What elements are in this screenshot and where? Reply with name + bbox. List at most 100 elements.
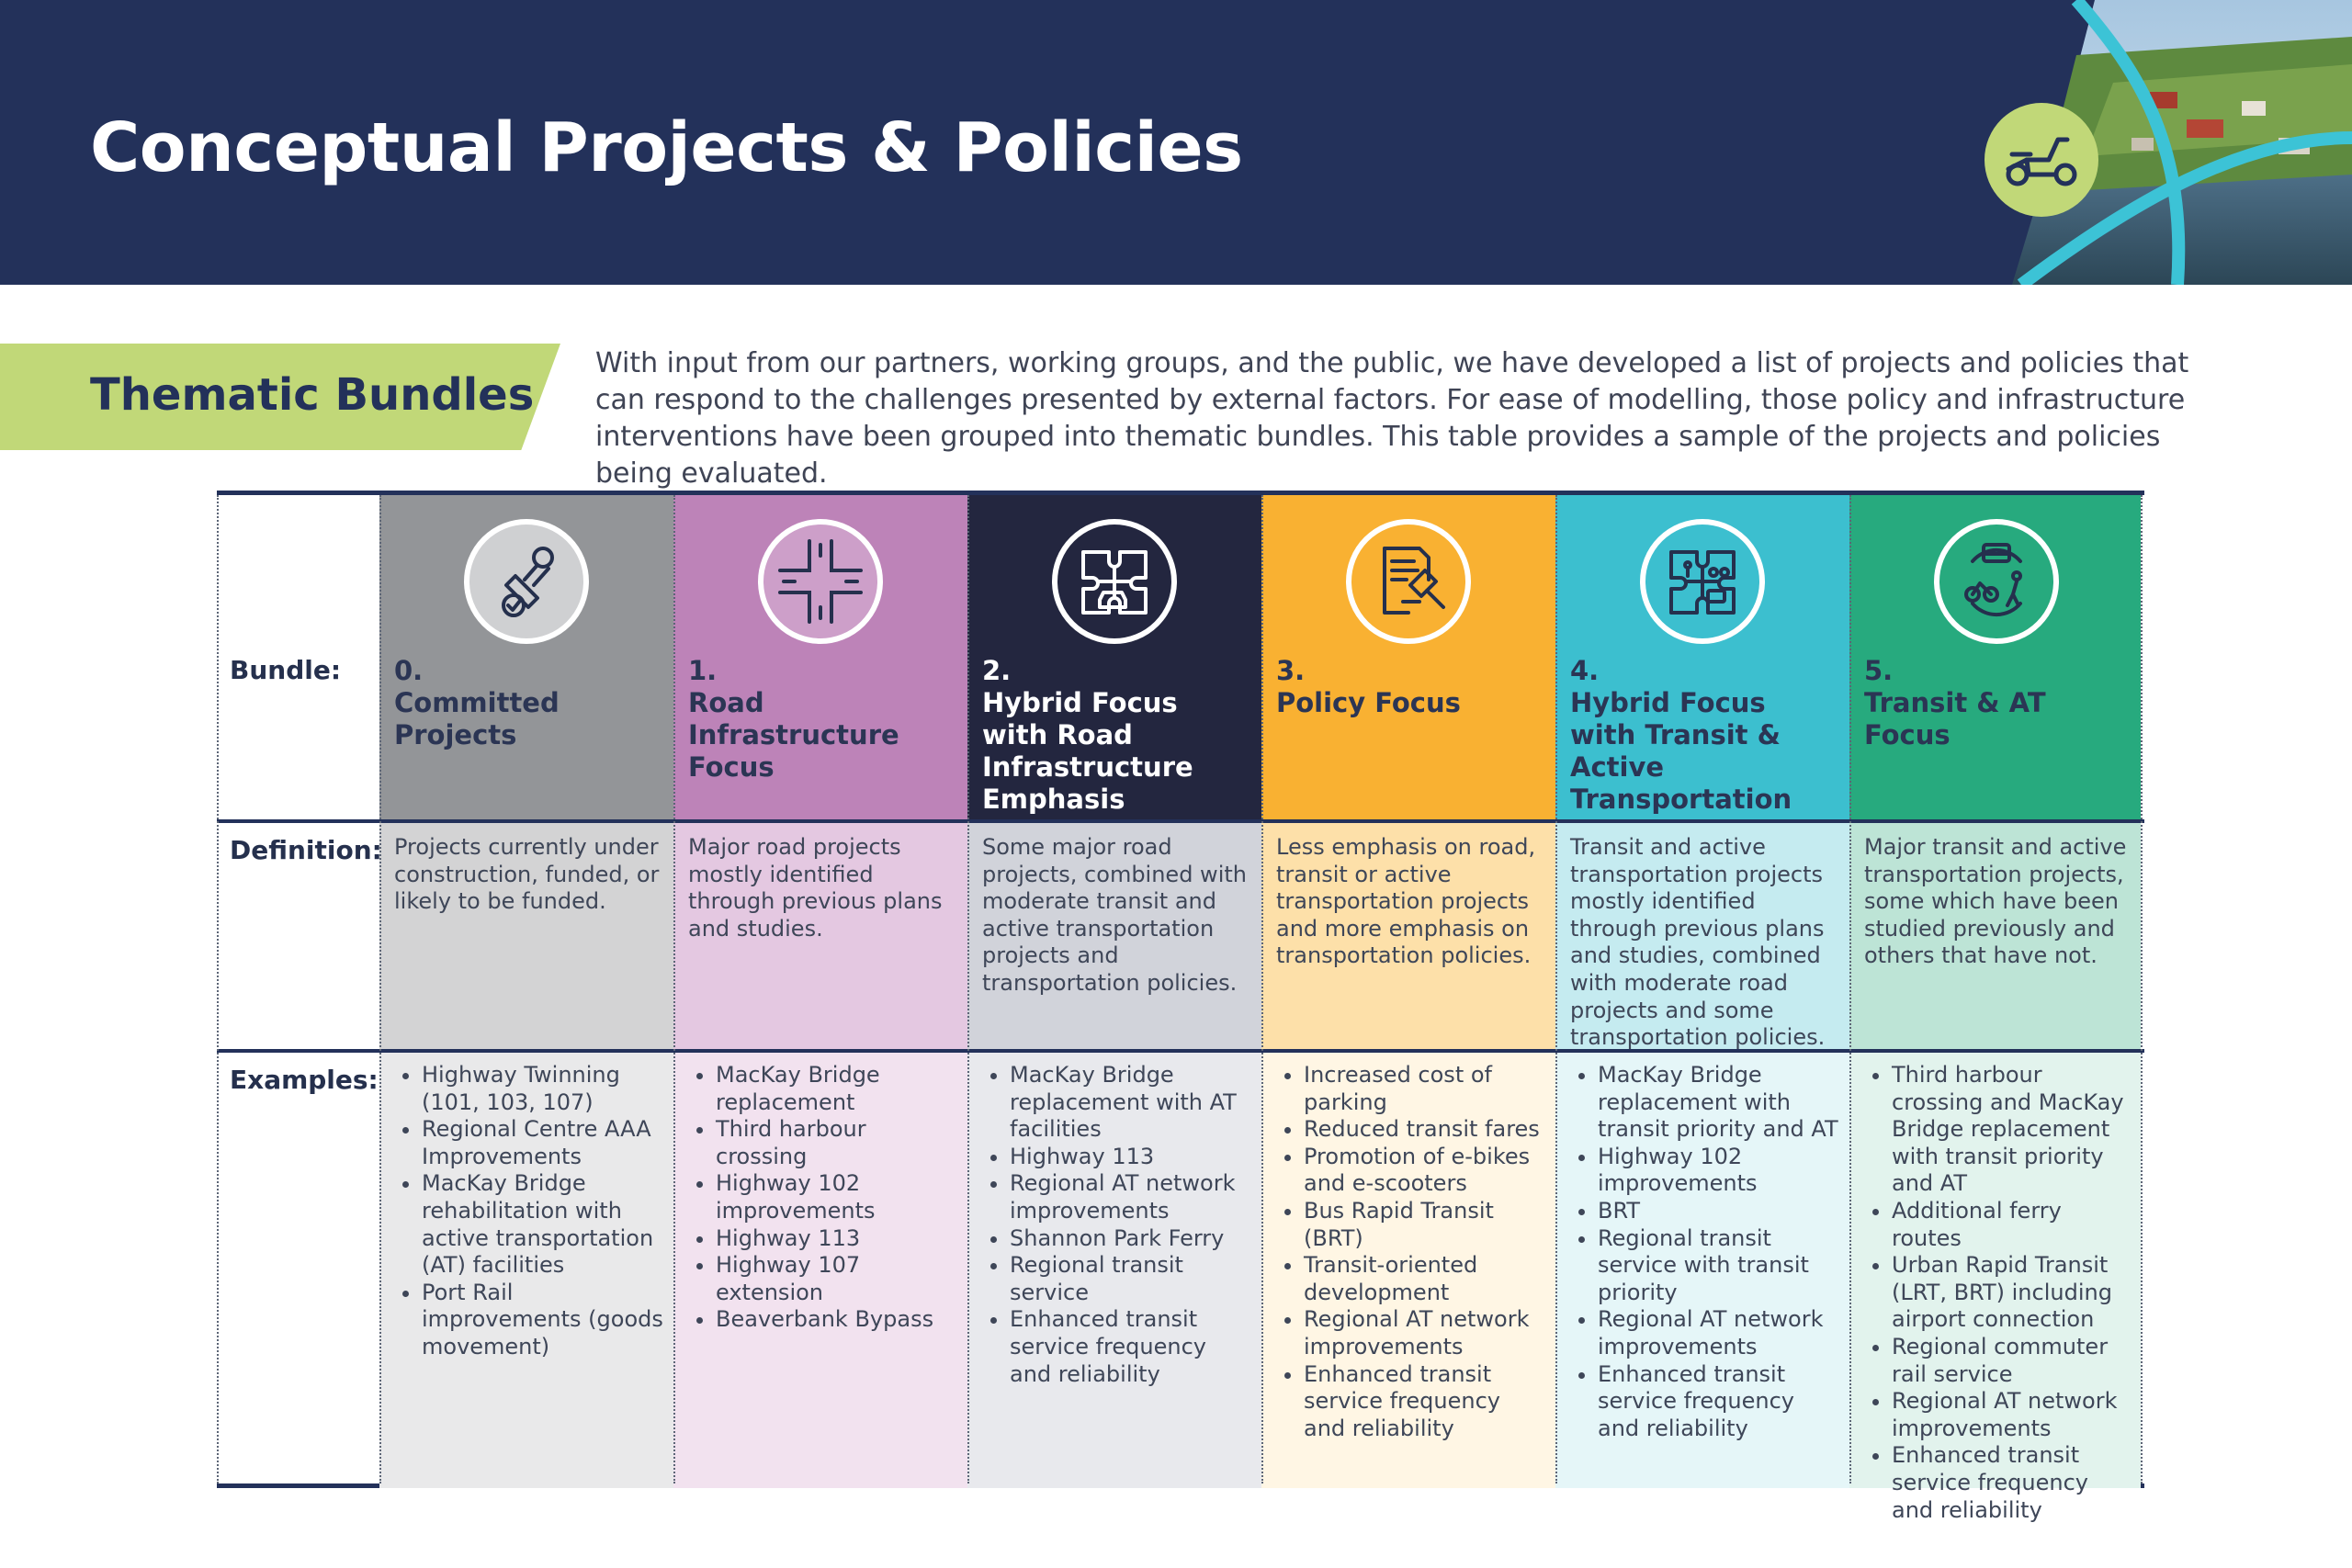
list-item: Highway 102 improvements [716, 1170, 960, 1224]
scooter-badge [1984, 103, 2098, 217]
row-label-examples: Examples: [230, 1065, 379, 1095]
list-item: Additional ferry routes [1892, 1198, 2133, 1252]
bundle-number: 0. [394, 655, 424, 686]
list-item: MacKay Bridge replacement [716, 1062, 960, 1116]
list-item: Increased cost of parking [1304, 1062, 1548, 1116]
column-divider [1261, 495, 1263, 1483]
intro-paragraph: With input from our partners, working gr… [595, 347, 2189, 490]
page-title: Conceptual Projects & Policies [90, 108, 1243, 187]
aerial-photo [2012, 0, 2352, 285]
bundle-header-2: 2. Hybrid Focus with Road Infrastructure… [967, 495, 1261, 821]
list-item: Transit-oriented development [1304, 1252, 1548, 1306]
puzzle-car-icon [1052, 519, 1177, 644]
list-item: Port Rail improvements (goods movement) [422, 1280, 666, 1361]
definition-cell-3: Less emphasis on road, transit or active… [1261, 821, 1555, 1051]
list-item: Third harbour crossing and MacKay Bridge… [1892, 1062, 2133, 1198]
column-divider [1849, 495, 1851, 1483]
bundle-title-2: 2. Hybrid Focus with Road Infrastructure… [982, 655, 1249, 816]
list-item: Enhanced transit service frequency and r… [1304, 1361, 1548, 1443]
bundle-number: 2. [982, 655, 1012, 686]
bundle-number: 5. [1864, 655, 1894, 686]
row-label-bundle: Bundle: [230, 655, 342, 685]
column-divider [967, 495, 969, 1483]
bundle-number: 3. [1276, 655, 1306, 686]
definition-cell-4: Transit and active transportation projec… [1555, 821, 1849, 1051]
bundle-title-3: 3. Policy Focus [1276, 655, 1543, 719]
row-divider [217, 1049, 2144, 1053]
list-item: MacKay Bridge replacement with AT facili… [1010, 1062, 1254, 1144]
bundle-number: 4. [1570, 655, 1600, 686]
definition-cell-2: Some major road projects, combined with … [967, 821, 1261, 1051]
bundle-title-5: 5. Transit & AT Focus [1864, 655, 2128, 751]
examples-list: Increased cost of parking Reduced transi… [1276, 1062, 1548, 1442]
definition-text: Transit and active transportation projec… [1570, 834, 1826, 1051]
bundle-name: Transit & AT Focus [1864, 687, 2046, 750]
definition-text: Projects currently under construction, f… [394, 834, 660, 915]
section-tag-background [0, 344, 560, 450]
page-header: Conceptual Projects & Policies [0, 0, 2352, 285]
list-item: BRT [1598, 1198, 1842, 1225]
bundle-header-3: 3. Policy Focus [1261, 495, 1555, 821]
examples-list: Highway Twinning (101, 103, 107) Regiona… [394, 1062, 666, 1361]
list-item: Reduced transit fares [1304, 1116, 1548, 1144]
list-item: Regional AT network improvements [1304, 1306, 1548, 1360]
definition-text: Major transit and active transportation … [1864, 834, 2127, 969]
bundle-number: 1. [688, 655, 718, 686]
list-item: Urban Rapid Transit (LRT, BRT) including… [1892, 1252, 2133, 1334]
row-label-definition: Definition: [230, 835, 382, 865]
examples-list: Third harbour crossing and MacKay Bridge… [1864, 1062, 2133, 1524]
bundle-title-0: 0. Committed Projects [394, 655, 661, 751]
list-item: Regional AT network improvements [1598, 1306, 1842, 1360]
bundle-name: Committed Projects [394, 687, 560, 750]
definition-text: Some major road projects, combined with … [982, 834, 1247, 996]
list-item: Regional AT network improvements [1010, 1170, 1254, 1224]
list-item: Highway 102 improvements [1598, 1144, 1842, 1198]
list-item: Regional AT network improvements [1892, 1388, 2133, 1442]
examples-cell-2: MacKay Bridge replacement with AT facili… [967, 1051, 1261, 1488]
examples-cell-3: Increased cost of parking Reduced transi… [1261, 1051, 1555, 1488]
list-item: Highway 107 extension [716, 1252, 960, 1306]
road-intersection-icon [758, 519, 883, 644]
column-divider [217, 495, 219, 1483]
column-divider [1555, 495, 1557, 1483]
policy-document-icon [1346, 519, 1471, 644]
bundle-title-1: 1. Road Infrastructure Focus [688, 655, 955, 784]
definition-cell-5: Major transit and active transportation … [1849, 821, 2141, 1051]
scooter-icon [2006, 137, 2077, 186]
bundles-table: Bundle: Definition: Examples: 0. Committ… [217, 491, 2144, 1523]
bus-bike-walk-icon [1934, 519, 2059, 644]
examples-cell-5: Third harbour crossing and MacKay Bridge… [1849, 1051, 2141, 1523]
list-item: MacKay Bridge replacement with transit p… [1598, 1062, 1842, 1144]
column-divider [379, 495, 381, 1483]
row-divider [217, 819, 2144, 823]
list-item: Regional transit service with transit pr… [1598, 1225, 1842, 1307]
list-item: Beaverbank Bypass [716, 1306, 960, 1334]
examples-list: MacKay Bridge replacement with AT facili… [982, 1062, 1254, 1388]
list-item: Highway 113 [1010, 1144, 1254, 1171]
list-item: Highway 113 [716, 1225, 960, 1253]
list-item: Bus Rapid Transit (BRT) [1304, 1198, 1548, 1252]
column-divider [673, 495, 675, 1483]
examples-list: MacKay Bridge replacement with transit p… [1570, 1062, 1842, 1442]
list-item: Regional Centre AAA Improvements [422, 1116, 666, 1170]
examples-cell-4: MacKay Bridge replacement with transit p… [1555, 1051, 1849, 1488]
puzzle-transit-icon [1640, 519, 1765, 644]
list-item: Third harbour crossing [716, 1116, 960, 1170]
list-item: Enhanced transit service frequency and r… [1892, 1442, 2133, 1524]
examples-list: MacKay Bridge replacement Third harbour … [688, 1062, 960, 1334]
section-title: Thematic Bundles [90, 369, 535, 421]
definition-text: Less emphasis on road, transit or active… [1276, 834, 1536, 969]
examples-cell-0: Highway Twinning (101, 103, 107) Regiona… [379, 1051, 673, 1488]
column-divider [2141, 495, 2143, 1483]
definition-text: Major road projects mostly identified th… [688, 834, 943, 942]
bundle-name: Policy Focus [1276, 687, 1461, 718]
definition-cell-0: Projects currently under construction, f… [379, 821, 673, 1051]
list-item: Enhanced transit service frequency and r… [1010, 1306, 1254, 1388]
list-item: Shannon Park Ferry [1010, 1225, 1254, 1253]
stamp-approved-icon [464, 519, 589, 644]
list-item: Regional commuter rail service [1892, 1334, 2133, 1388]
definition-cell-1: Major road projects mostly identified th… [673, 821, 967, 1051]
bundle-header-1: 1. Road Infrastructure Focus [673, 495, 967, 821]
list-item: Enhanced transit service frequency and r… [1598, 1361, 1842, 1443]
list-item: Promotion of e-bikes and e-scooters [1304, 1144, 1548, 1198]
